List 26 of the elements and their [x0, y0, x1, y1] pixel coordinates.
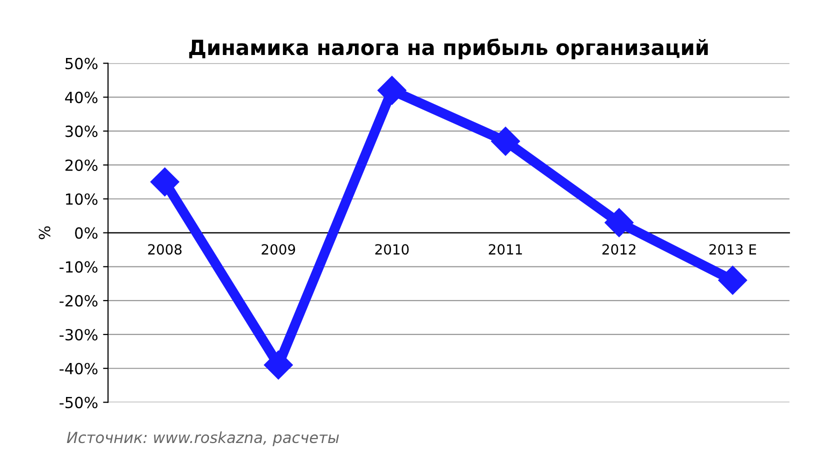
point: [378, 76, 406, 105]
x-tick-label: 2008: [148, 244, 182, 255]
y-axis-title: %: [38, 226, 50, 240]
y-tick-label: 50%: [66, 58, 98, 70]
point: [491, 126, 520, 156]
chart-title: Динамика налога на прибыль организаций: [189, 38, 708, 60]
point: [264, 350, 293, 380]
y-tick-label: -30%: [60, 328, 98, 340]
y-tick-label: 20%: [65, 159, 98, 171]
text: Источник: www.roskazna, расчеты: [66, 431, 339, 446]
point: [150, 167, 180, 196]
point: [604, 208, 634, 238]
y-tick-label: 10%: [66, 193, 98, 205]
y-tick-label: -40%: [60, 362, 98, 374]
y-tick-label: 40%: [65, 92, 98, 104]
y-tick-label: -10%: [60, 261, 98, 273]
y-tick-label: -20%: [60, 295, 98, 307]
point: [718, 266, 748, 295]
y-tick-label: 30%: [66, 126, 98, 138]
x-tick-label: 2010: [375, 244, 409, 255]
y-tick-label: -50%: [60, 396, 98, 408]
x-tick-label: 2012: [602, 244, 636, 255]
y-tick-label: 0%: [75, 227, 98, 239]
x-tick-label: 2009: [262, 244, 296, 255]
x-tick-label: 2013 E: [709, 244, 756, 255]
x-tick-label: 2011: [488, 244, 522, 255]
